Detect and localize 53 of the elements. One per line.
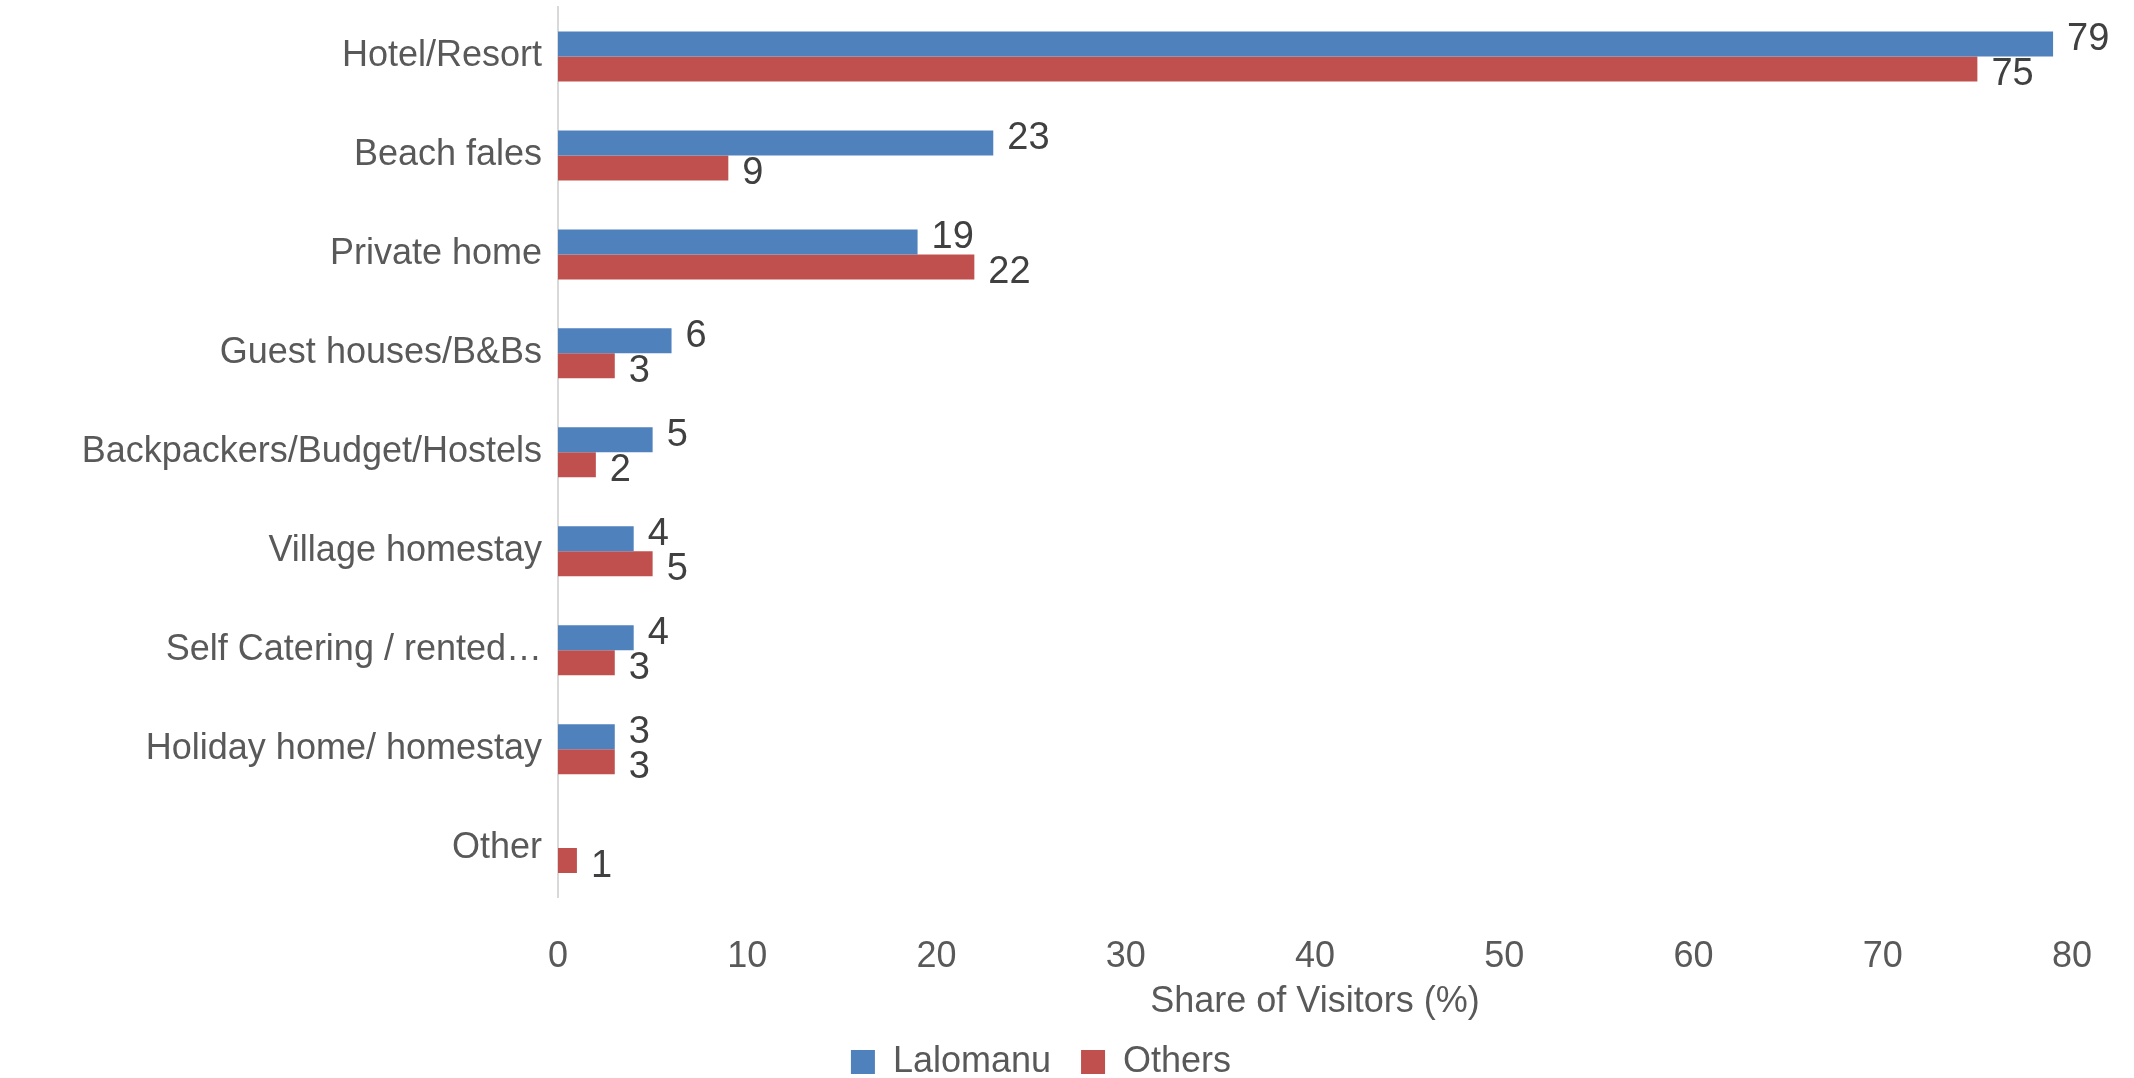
data-label: 5 xyxy=(666,412,688,455)
legend-label: Lalomanu xyxy=(892,1038,1052,1078)
bar xyxy=(558,452,596,478)
y-tick-label: Beach fales xyxy=(353,132,542,174)
data-label: 23 xyxy=(1007,115,1050,158)
x-tick-label: 70 xyxy=(1862,934,1903,976)
bar xyxy=(558,353,615,379)
x-tick-label: 20 xyxy=(916,934,957,976)
x-tick-label: 0 xyxy=(547,934,569,976)
x-tick-label: 60 xyxy=(1673,934,1714,976)
bar xyxy=(558,551,653,577)
y-tick-label: Self Catering / rented… xyxy=(165,627,542,669)
data-label: 3 xyxy=(628,645,650,688)
bar xyxy=(558,31,2054,57)
bar xyxy=(558,155,729,181)
y-tick-label: Guest houses/B&Bs xyxy=(219,330,542,372)
bar xyxy=(558,650,615,676)
bar xyxy=(558,724,615,750)
y-tick-label: Other xyxy=(451,825,542,867)
x-axis-title: Share of Visitors (%) xyxy=(1150,979,1480,1021)
x-tick-label: 50 xyxy=(1484,934,1525,976)
y-tick-label: Hotel/Resort xyxy=(341,33,542,75)
x-tick-label: 30 xyxy=(1105,934,1146,976)
y-tick-label: Private home xyxy=(329,231,542,273)
x-tick-label: 40 xyxy=(1294,934,1336,976)
bar xyxy=(558,328,672,354)
legend-label: Others xyxy=(1123,1038,1232,1078)
data-label: 2 xyxy=(609,447,631,490)
y-tick-label: Backpackers/Budget/Hostels xyxy=(81,429,542,471)
data-label: 22 xyxy=(988,249,1031,292)
bar xyxy=(558,427,653,453)
data-label: 6 xyxy=(685,313,707,356)
data-label: 3 xyxy=(628,348,650,391)
bar xyxy=(558,749,615,775)
bar xyxy=(558,526,634,552)
data-label: 75 xyxy=(1991,51,2034,94)
x-tick-label: 10 xyxy=(727,934,768,976)
x-tick-label: 80 xyxy=(2051,934,2093,976)
bar xyxy=(558,130,994,156)
data-label: 4 xyxy=(647,511,669,554)
data-label: 5 xyxy=(666,546,688,589)
data-label: 4 xyxy=(647,610,669,653)
bar xyxy=(558,625,634,651)
y-tick-label: Holiday home/ homestay xyxy=(145,726,542,768)
bar xyxy=(558,848,577,874)
data-label: 1 xyxy=(590,843,613,886)
bar xyxy=(558,254,975,280)
bar xyxy=(558,56,1978,82)
bar xyxy=(558,229,918,255)
data-label: 79 xyxy=(2067,16,2110,59)
data-label: 19 xyxy=(931,214,974,257)
data-label: 9 xyxy=(742,150,764,193)
y-tick-label: Village homestay xyxy=(268,528,542,570)
